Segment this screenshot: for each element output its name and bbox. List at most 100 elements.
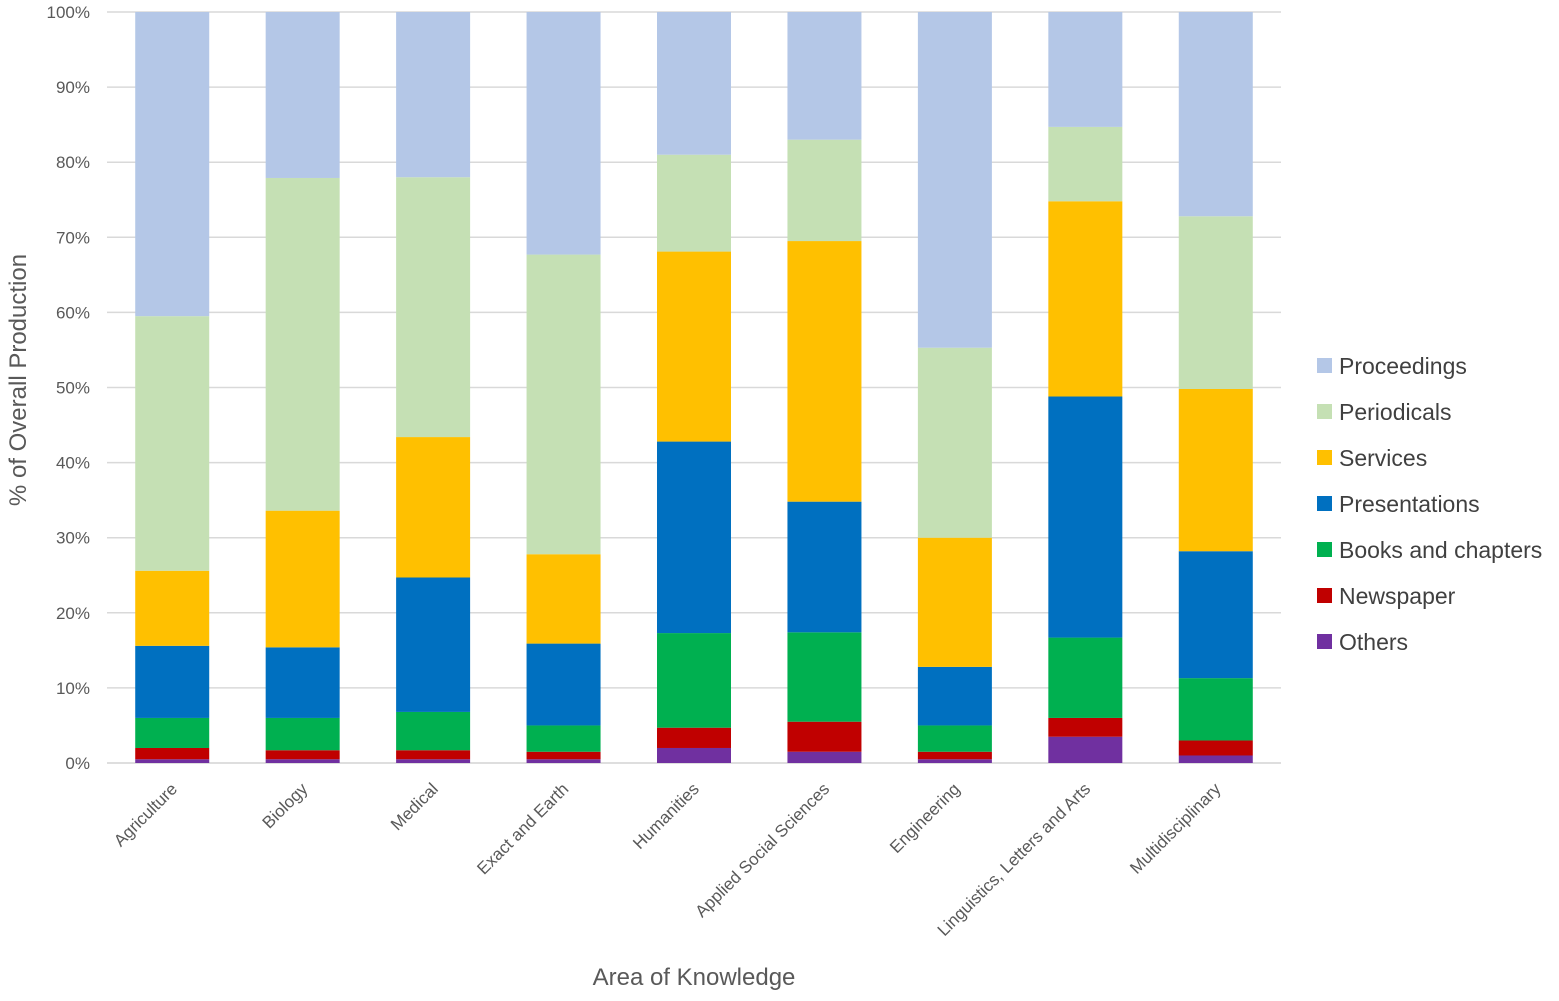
legend-swatch — [1317, 450, 1332, 465]
bar-segment-newspaper-6 — [917, 751, 992, 760]
bar-segment-proceedings-2 — [396, 12, 471, 178]
bar-segment-presentations-2 — [396, 577, 471, 712]
y-tick-label: 100% — [47, 3, 90, 22]
bar-segment-newspaper-1 — [265, 750, 340, 760]
bar-segment-services-1 — [265, 510, 340, 648]
y-axis-ticks: 0% 10% 20% 30% 40% 50% 60% 70% 80% 90% 100% — [47, 3, 90, 773]
bar-segment-newspaper-3 — [526, 751, 601, 760]
bar-segment-books-and-chapters-2 — [396, 711, 471, 751]
x-axis-ticks: Agriculture Biology Medical Exact and Earth… — [110, 779, 1225, 940]
bar-segment-services-7 — [1048, 201, 1123, 397]
bar-segment-services-3 — [526, 554, 601, 644]
bar-segment-presentations-6 — [917, 666, 992, 726]
legend-label: Periodicals — [1339, 399, 1452, 425]
bar-segment-services-5 — [787, 241, 862, 502]
bar-segment-presentations-4 — [657, 441, 731, 634]
bar-segment-proceedings-8 — [1178, 12, 1253, 217]
bar-segment-periodicals-4 — [657, 154, 731, 252]
bar-segment-proceedings-7 — [1048, 12, 1123, 127]
legend-label: Others — [1339, 629, 1408, 655]
bar-segment-presentations-7 — [1048, 396, 1123, 638]
x-tick-label: Multidisciplinary — [1126, 779, 1225, 878]
y-tick-label: 80% — [56, 153, 90, 172]
bar-segment-books-and-chapters-1 — [265, 717, 340, 751]
bar-segment-periodicals-2 — [396, 177, 471, 438]
legend-label: Proceedings — [1339, 353, 1467, 379]
bar-segment-services-4 — [657, 251, 731, 442]
bar-segment-books-and-chapters-6 — [917, 725, 992, 752]
bar-segment-periodicals-0 — [135, 316, 210, 571]
bar-segment-presentations-8 — [1178, 551, 1253, 679]
bar-segment-newspaper-0 — [135, 747, 210, 760]
bar-segment-newspaper-8 — [1178, 740, 1253, 756]
legend-label: Books and chapters — [1339, 537, 1542, 563]
y-tick-label: 0% — [65, 754, 90, 773]
x-tick-label: Humanities — [629, 779, 703, 853]
bar-segment-newspaper-4 — [657, 727, 731, 748]
bar-segment-periodicals-8 — [1178, 216, 1253, 390]
legend-swatch — [1317, 358, 1332, 373]
bar-segment-services-0 — [135, 570, 210, 646]
bar-segment-others-1 — [265, 759, 340, 763]
bar-segment-others-2 — [396, 759, 471, 763]
bar-segment-others-8 — [1178, 755, 1253, 763]
bar-segment-books-and-chapters-0 — [135, 717, 210, 748]
bar-segment-periodicals-3 — [526, 254, 601, 555]
bar-segment-proceedings-3 — [526, 12, 601, 255]
y-tick-label: 30% — [56, 529, 90, 548]
bar-segment-proceedings-1 — [265, 12, 340, 178]
legend-swatch — [1317, 634, 1332, 649]
bar-segment-books-and-chapters-4 — [657, 633, 731, 728]
bar-segment-periodicals-5 — [787, 139, 862, 242]
bar-segment-presentations-3 — [526, 643, 601, 726]
bar-segment-others-7 — [1048, 736, 1123, 763]
y-tick-label: 90% — [56, 78, 90, 97]
bars — [135, 12, 1253, 763]
bar-segment-books-and-chapters-8 — [1178, 678, 1253, 741]
bar-segment-services-6 — [917, 537, 992, 667]
bar-segment-periodicals-7 — [1048, 126, 1123, 202]
bar-segment-others-3 — [526, 759, 601, 763]
bar-segment-others-5 — [787, 751, 862, 763]
bar-segment-proceedings-4 — [657, 12, 731, 155]
legend-swatch — [1317, 404, 1332, 419]
bar-segment-presentations-1 — [265, 647, 340, 718]
bar-segment-books-and-chapters-5 — [787, 632, 862, 722]
y-tick-label: 70% — [56, 228, 90, 247]
legend: Proceedings Periodicals Services Presentati… — [1317, 353, 1542, 655]
y-tick-label: 60% — [56, 303, 90, 322]
x-tick-label: Exact and Earth — [473, 779, 572, 878]
x-tick-label: Engineering — [886, 779, 964, 857]
bar-segment-services-8 — [1178, 389, 1253, 552]
bar-segment-newspaper-2 — [396, 750, 471, 760]
bar-segment-periodicals-6 — [917, 347, 992, 538]
legend-label: Presentations — [1339, 491, 1480, 517]
bar-segment-books-and-chapters-7 — [1048, 637, 1123, 718]
y-tick-label: 10% — [56, 679, 90, 698]
legend-swatch — [1317, 496, 1332, 511]
bar-segment-services-2 — [396, 437, 471, 578]
legend-swatch — [1317, 588, 1332, 603]
x-tick-label: Linguistics, Letters and Arts — [934, 779, 1094, 939]
bar-segment-newspaper-7 — [1048, 717, 1123, 737]
y-tick-label: 20% — [56, 604, 90, 623]
x-axis-title: Area of Knowledge — [593, 964, 796, 991]
bar-segment-books-and-chapters-3 — [526, 725, 601, 752]
bar-segment-proceedings-6 — [917, 12, 992, 348]
legend-label: Newspaper — [1339, 583, 1456, 609]
x-tick-label: Agriculture — [110, 779, 181, 850]
x-tick-label: Biology — [259, 779, 312, 832]
bar-segment-proceedings-0 — [135, 12, 210, 317]
y-tick-label: 40% — [56, 454, 90, 473]
bar-segment-presentations-0 — [135, 645, 210, 718]
legend-swatch — [1317, 542, 1332, 557]
x-tick-label: Applied Social Sciences — [692, 779, 834, 921]
bar-segment-newspaper-5 — [787, 721, 862, 752]
y-tick-label: 50% — [56, 379, 90, 398]
bar-segment-proceedings-5 — [787, 12, 862, 140]
x-tick-label: Medical — [387, 779, 442, 834]
bar-segment-others-4 — [657, 747, 731, 763]
bar-segment-presentations-5 — [787, 501, 862, 633]
